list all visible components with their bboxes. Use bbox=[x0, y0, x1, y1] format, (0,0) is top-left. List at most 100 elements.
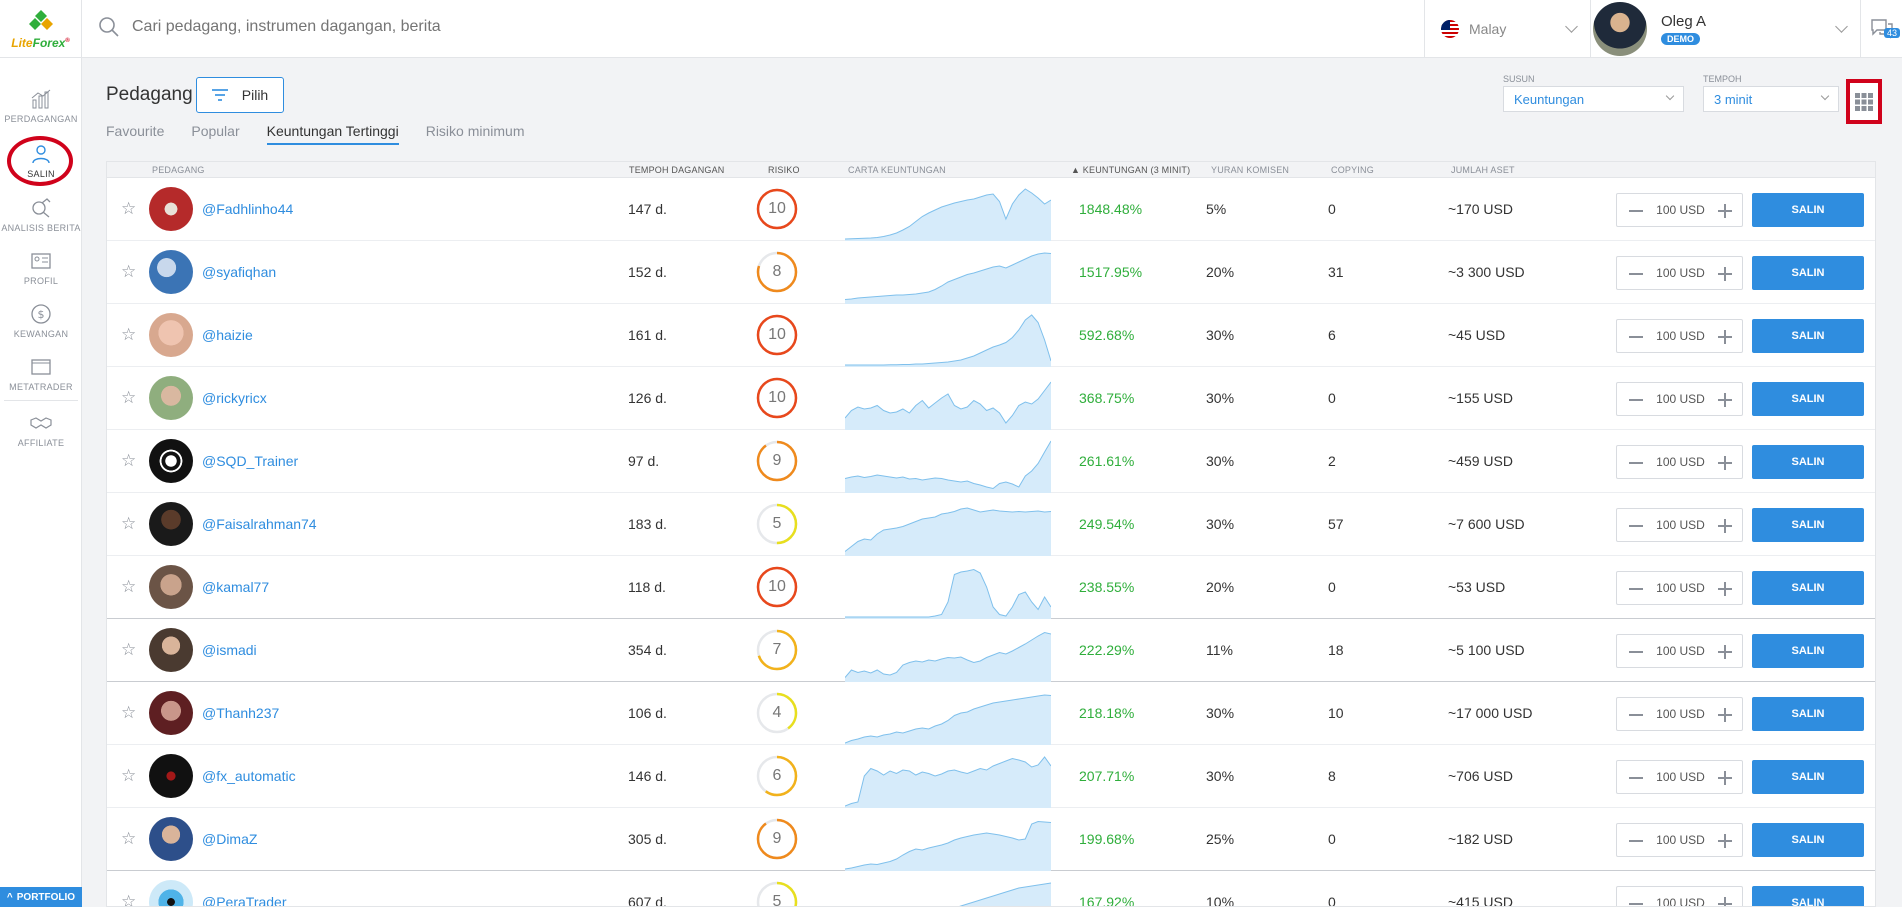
plus-icon[interactable] bbox=[1718, 456, 1732, 470]
copy-amount-value[interactable]: 100 USD bbox=[1656, 455, 1705, 469]
header-commission[interactable]: YURAN KOMISEN bbox=[1211, 165, 1290, 175]
salin-button[interactable]: SALIN bbox=[1752, 886, 1864, 906]
sidebar-item-analisis-berita[interactable]: ANALISIS BERITA bbox=[0, 197, 82, 233]
plus-icon[interactable] bbox=[1718, 582, 1732, 596]
tab-risiko-minimum[interactable]: Risiko minimum bbox=[425, 123, 525, 139]
trader-name[interactable]: @syafiqhan bbox=[202, 264, 277, 280]
copy-amount-value[interactable]: 100 USD bbox=[1656, 707, 1705, 721]
search-input[interactable] bbox=[132, 18, 832, 36]
trader-name[interactable]: @Thanh237 bbox=[202, 705, 280, 721]
minus-icon[interactable] bbox=[1629, 399, 1643, 401]
avatar[interactable] bbox=[149, 250, 193, 294]
avatar[interactable] bbox=[149, 691, 193, 735]
minus-icon[interactable] bbox=[1629, 273, 1643, 275]
header-copying[interactable]: COPYING bbox=[1331, 165, 1374, 175]
messages-button[interactable]: 43 bbox=[1860, 0, 1902, 58]
minus-icon[interactable] bbox=[1629, 525, 1643, 527]
minus-icon[interactable] bbox=[1629, 588, 1643, 590]
favourite-star-icon[interactable]: ☆ bbox=[121, 829, 137, 848]
avatar[interactable] bbox=[149, 502, 193, 546]
salin-button[interactable]: SALIN bbox=[1752, 319, 1864, 353]
sidebar-item-profil[interactable]: PROFIL bbox=[0, 250, 82, 286]
trader-name[interactable]: @Faisalrahman74 bbox=[202, 516, 317, 532]
favourite-star-icon[interactable]: ☆ bbox=[121, 514, 137, 533]
favourite-star-icon[interactable]: ☆ bbox=[121, 451, 137, 470]
tab-popular[interactable]: Popular bbox=[191, 123, 240, 139]
avatar[interactable] bbox=[149, 817, 193, 861]
avatar[interactable] bbox=[149, 880, 193, 906]
avatar[interactable] bbox=[149, 376, 193, 420]
sidebar-item-metatrader[interactable]: METATRADER bbox=[0, 356, 82, 392]
salin-button[interactable]: SALIN bbox=[1752, 823, 1864, 857]
trader-name[interactable]: @Fadhlinho44 bbox=[202, 201, 294, 217]
header-assets[interactable]: JUMLAH ASET bbox=[1451, 165, 1515, 175]
salin-button[interactable]: SALIN bbox=[1752, 382, 1864, 416]
table-row[interactable]: ☆ @DimaZ 305 d. 9 199.68% 25% 0 ~182 USD 100 USD… bbox=[107, 808, 1875, 871]
copy-amount-value[interactable]: 100 USD bbox=[1656, 581, 1705, 595]
plus-icon[interactable] bbox=[1718, 393, 1732, 407]
avatar[interactable] bbox=[149, 313, 193, 357]
plus-icon[interactable] bbox=[1718, 708, 1732, 722]
trader-name[interactable]: @SQD_Trainer bbox=[202, 453, 299, 469]
header-trader[interactable]: PEDAGANG bbox=[152, 165, 205, 175]
trader-name[interactable]: @fx_automatic bbox=[202, 768, 296, 784]
trader-name[interactable]: @rickyricx bbox=[202, 390, 267, 406]
copy-amount-value[interactable]: 100 USD bbox=[1656, 896, 1705, 907]
trader-name[interactable]: @ismadi bbox=[202, 642, 257, 658]
table-row[interactable]: ☆ @rickyricx 126 d. 10 368.75% 30% 0 ~155 USD 10… bbox=[107, 367, 1875, 430]
grid-view-button[interactable] bbox=[1846, 79, 1882, 124]
salin-button[interactable]: SALIN bbox=[1752, 760, 1864, 794]
minus-icon[interactable] bbox=[1629, 210, 1643, 212]
minus-icon[interactable] bbox=[1629, 651, 1643, 653]
favourite-star-icon[interactable]: ☆ bbox=[121, 892, 137, 907]
plus-icon[interactable] bbox=[1718, 330, 1732, 344]
minus-icon[interactable] bbox=[1629, 777, 1643, 779]
logo[interactable]: LiteForex® bbox=[0, 0, 82, 58]
salin-button[interactable]: SALIN bbox=[1752, 256, 1864, 290]
avatar[interactable] bbox=[149, 628, 193, 672]
copy-amount-value[interactable]: 100 USD bbox=[1656, 644, 1705, 658]
favourite-star-icon[interactable]: ☆ bbox=[121, 388, 137, 407]
table-row[interactable]: ☆ @Fadhlinho44 147 d. 10 1848.48% 5% 0 ~170 USD… bbox=[107, 178, 1875, 241]
table-row[interactable]: ☆ @Faisalrahman74 183 d. 5 249.54% 30% 57 ~7 60… bbox=[107, 493, 1875, 556]
table-row[interactable]: ☆ @Thanh237 106 d. 4 218.18% 30% 10 ~17 000 USD… bbox=[107, 682, 1875, 745]
salin-button[interactable]: SALIN bbox=[1752, 445, 1864, 479]
plus-icon[interactable] bbox=[1718, 204, 1732, 218]
avatar[interactable] bbox=[149, 439, 193, 483]
favourite-star-icon[interactable]: ☆ bbox=[121, 577, 137, 596]
copy-amount-value[interactable]: 100 USD bbox=[1656, 203, 1705, 217]
salin-button[interactable]: SALIN bbox=[1752, 193, 1864, 227]
favourite-star-icon[interactable]: ☆ bbox=[121, 766, 137, 785]
sidebar-item-perdagangan[interactable]: PERDAGANGAN bbox=[0, 88, 82, 124]
favourite-star-icon[interactable]: ☆ bbox=[121, 325, 137, 344]
header-profit[interactable]: ▲ KEUNTUNGAN (3 MINIT) bbox=[1071, 165, 1191, 175]
salin-button[interactable]: SALIN bbox=[1752, 508, 1864, 542]
copy-amount-value[interactable]: 100 USD bbox=[1656, 392, 1705, 406]
minus-icon[interactable] bbox=[1629, 903, 1643, 905]
table-row[interactable]: ☆ @PeraTrader 607 d. 5 167.92% 10% 0 ~415 USD 10… bbox=[107, 871, 1875, 907]
plus-icon[interactable] bbox=[1718, 645, 1732, 659]
trader-name[interactable]: @haizie bbox=[202, 327, 253, 343]
salin-button[interactable]: SALIN bbox=[1752, 697, 1864, 731]
sort-select[interactable]: Keuntungan bbox=[1503, 86, 1684, 112]
copy-amount-value[interactable]: 100 USD bbox=[1656, 518, 1705, 532]
user-menu[interactable]: Oleg A DEMO bbox=[1590, 0, 1860, 58]
plus-icon[interactable] bbox=[1718, 771, 1732, 785]
copy-amount-value[interactable]: 100 USD bbox=[1656, 833, 1705, 847]
tab-favourite[interactable]: Favourite bbox=[106, 123, 165, 139]
trader-name[interactable]: @PeraTrader bbox=[202, 894, 287, 907]
tab-keuntungan-tertinggi[interactable]: Keuntungan Tertinggi bbox=[266, 123, 399, 145]
favourite-star-icon[interactable]: ☆ bbox=[121, 199, 137, 218]
trader-name[interactable]: @kamal77 bbox=[202, 579, 270, 595]
copy-amount-value[interactable]: 100 USD bbox=[1656, 266, 1705, 280]
avatar[interactable] bbox=[149, 187, 193, 231]
salin-button[interactable]: SALIN bbox=[1752, 634, 1864, 668]
plus-icon[interactable] bbox=[1718, 519, 1732, 533]
header-period[interactable]: TEMPOH DAGANGAN bbox=[629, 165, 725, 175]
avatar[interactable] bbox=[149, 565, 193, 609]
favourite-star-icon[interactable]: ☆ bbox=[121, 703, 137, 722]
table-row[interactable]: ☆ @haizie 161 d. 10 592.68% 30% 6 ~45 USD 100 US… bbox=[107, 304, 1875, 367]
table-row[interactable]: ☆ @syafiqhan 152 d. 8 1517.95% 20% 31 ~3 300 US… bbox=[107, 241, 1875, 304]
copy-amount-value[interactable]: 100 USD bbox=[1656, 329, 1705, 343]
favourite-star-icon[interactable]: ☆ bbox=[121, 640, 137, 659]
